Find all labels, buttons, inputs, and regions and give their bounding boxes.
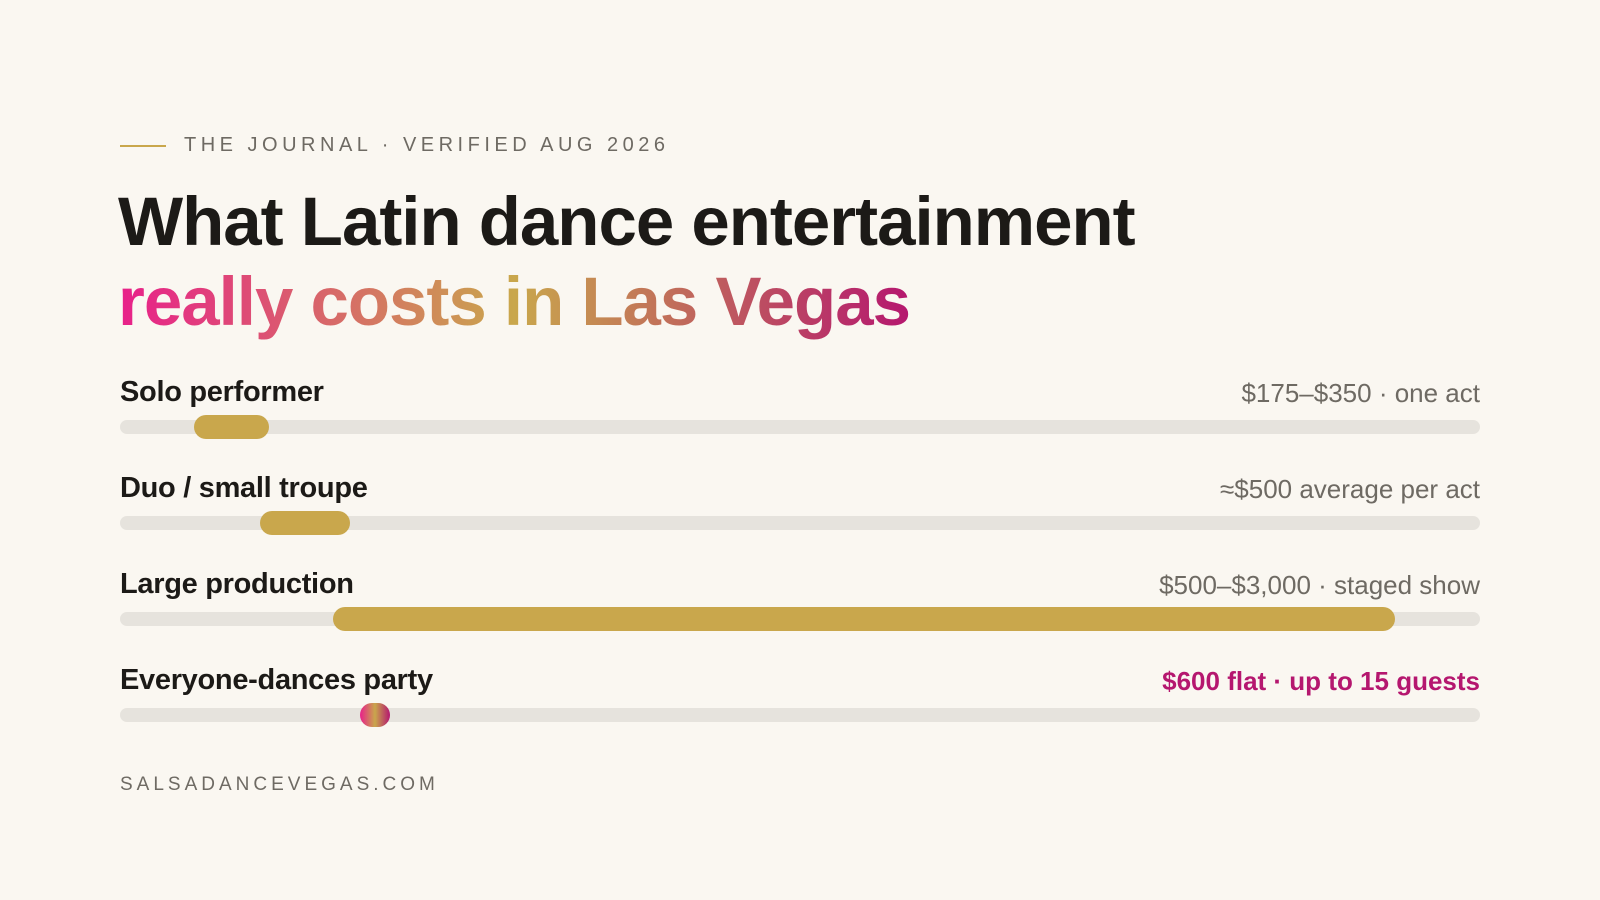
chart-row: Duo / small troupe ≈$500 average per act [120, 472, 1480, 568]
range-track [120, 511, 1480, 535]
headline-line-1: What Latin dance entertainment [118, 183, 1136, 260]
site-url: SALSADANCEVEGAS.COM [120, 774, 439, 795]
chart-row: Everyone-dances party $600 flat · up to 1… [120, 664, 1480, 760]
price-range-bar [260, 511, 350, 535]
row-label: Large production [120, 568, 354, 600]
row-value-label: ≈$500 average per act [1220, 474, 1480, 504]
headline-line-2: really costs in Las Vegas [118, 263, 911, 340]
chart-row: Solo performer $175–$350 · one act [120, 376, 1480, 472]
row-value-label: $600 flat · up to 15 guests [1162, 666, 1480, 696]
range-track [120, 607, 1480, 631]
headline: What Latin dance entertainment really co… [118, 182, 1136, 342]
price-point-marker [360, 703, 390, 727]
price-range-chart: Solo performer $175–$350 · one act Duo / s… [120, 376, 1480, 760]
row-value-label: $175–$350 · one act [1241, 378, 1480, 408]
eyebrow: THE JOURNAL · VERIFIED AUG 2026 [120, 134, 670, 157]
eyebrow-text: THE JOURNAL · VERIFIED AUG 2026 [184, 134, 670, 156]
row-label: Solo performer [120, 376, 324, 408]
row-label: Duo / small troupe [120, 472, 368, 504]
row-label: Everyone-dances party [120, 664, 433, 696]
price-range-bar [332, 607, 1395, 631]
range-track [120, 415, 1480, 439]
chart-row: Large production $500–$3,000 · staged sho… [120, 568, 1480, 664]
price-range-bar [194, 415, 269, 439]
eyebrow-rule [120, 144, 166, 147]
row-value-label: $500–$3,000 · staged show [1159, 570, 1480, 600]
range-track [120, 703, 1480, 727]
